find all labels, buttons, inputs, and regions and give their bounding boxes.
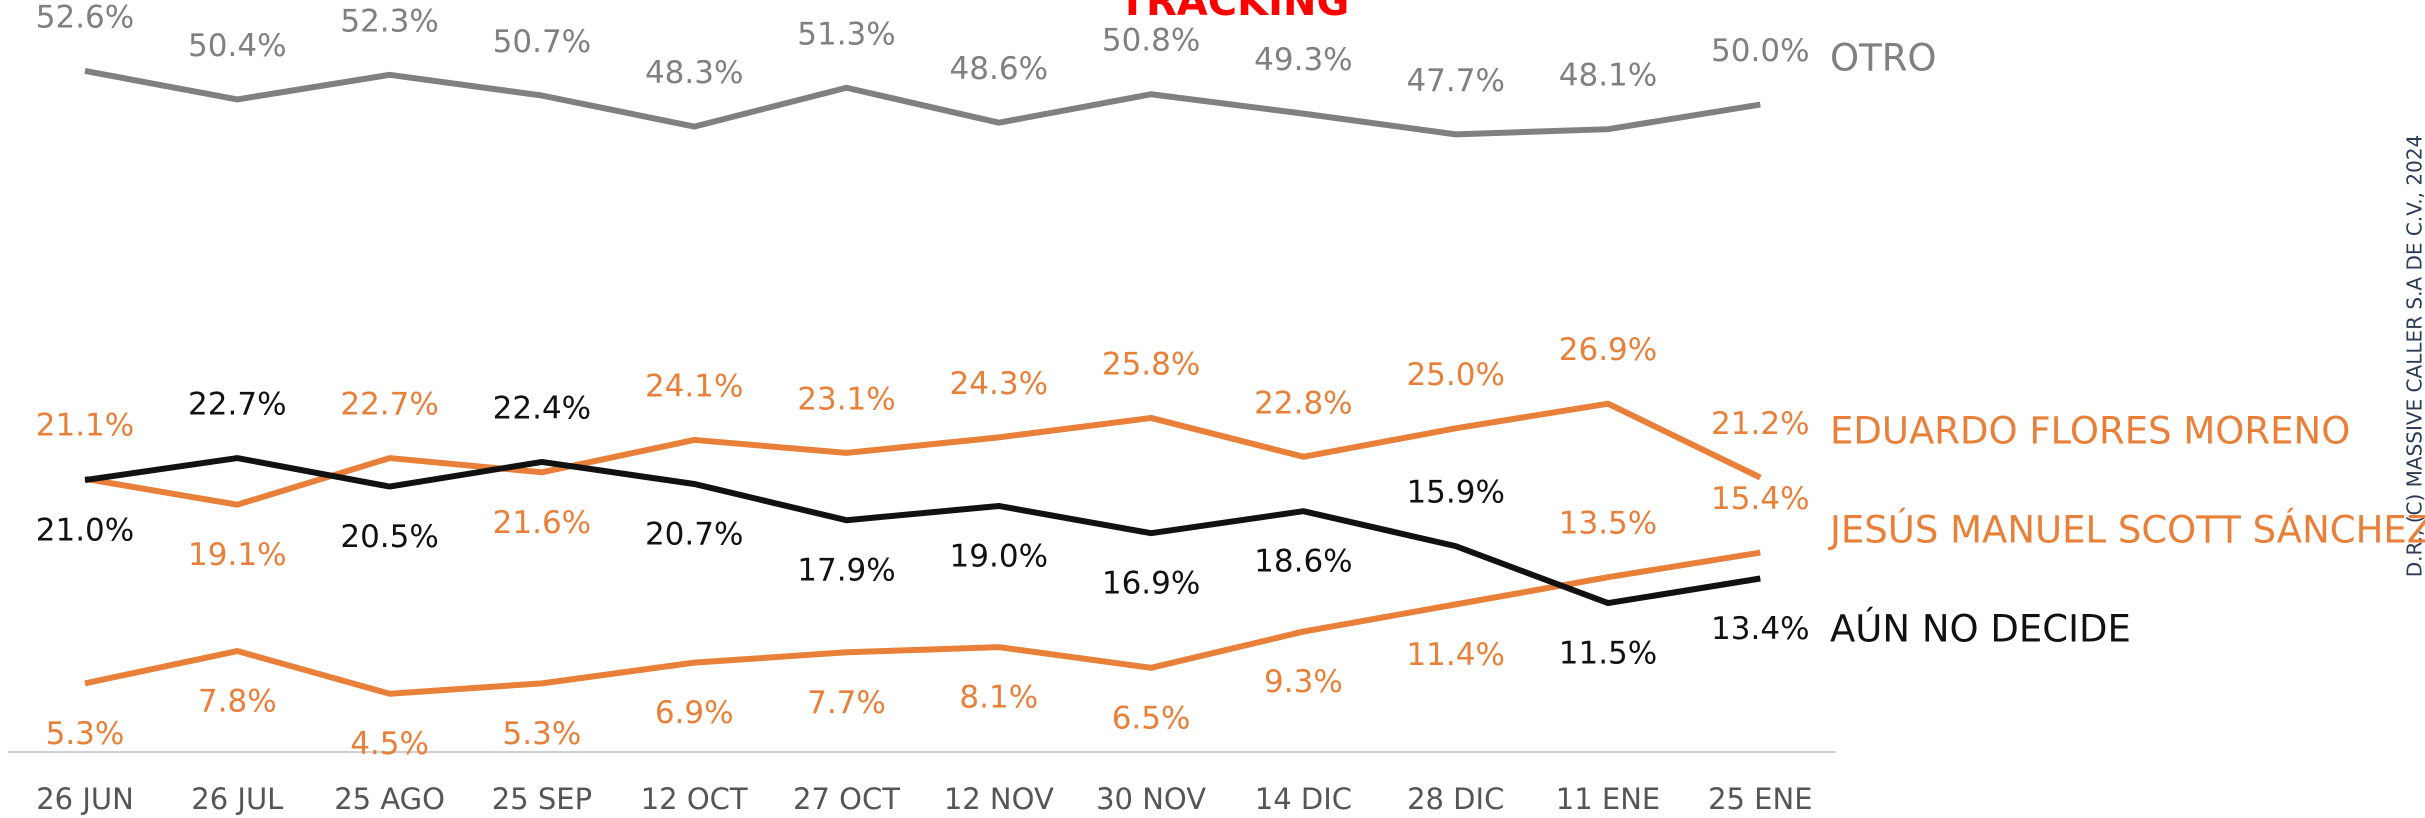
data-label: 21.0%: [36, 513, 134, 549]
data-label: 22.4%: [493, 390, 591, 426]
data-label: 51.3%: [797, 16, 895, 52]
data-label: 48.3%: [645, 55, 743, 91]
x-tick-label: 26 JUL: [191, 782, 283, 816]
data-label: 22.7%: [188, 387, 286, 423]
data-label: 50.8%: [1102, 23, 1200, 59]
x-tick-label: 25 AGO: [334, 782, 445, 816]
data-label: 17.9%: [797, 553, 895, 589]
data-label: 15.4%: [1711, 481, 1809, 517]
data-label: 22.8%: [1254, 385, 1352, 421]
data-label: 8.1%: [959, 680, 1038, 716]
series-line: [84, 455, 1761, 607]
data-label: 21.2%: [1711, 406, 1809, 442]
data-label: 9.3%: [1264, 664, 1343, 700]
series-line: [84, 400, 1762, 508]
data-label: 25.8%: [1102, 346, 1200, 382]
data-label: 23.1%: [797, 381, 895, 417]
data-label: 19.1%: [188, 537, 286, 573]
watermark: D.R., (C) MASSIVE CALLER S.A DE C.V., 20…: [2403, 135, 2425, 578]
data-label: 50.7%: [493, 24, 591, 60]
data-label: 18.6%: [1254, 544, 1352, 580]
data-label: 25.0%: [1406, 357, 1504, 393]
data-label: 48.6%: [950, 51, 1048, 87]
data-label: 47.7%: [1406, 63, 1504, 99]
data-label: 16.9%: [1102, 566, 1200, 602]
data-label: 5.3%: [46, 716, 125, 752]
data-label: 4.5%: [350, 726, 429, 762]
data-label: 26.9%: [1559, 332, 1657, 368]
series-line: [84, 67, 1761, 138]
data-label: 52.6%: [36, 0, 134, 35]
x-tick-label: 28 DIC: [1407, 782, 1504, 816]
x-tick-label: 30 NOV: [1096, 782, 1206, 816]
data-label: 21.6%: [493, 505, 591, 541]
x-tick-label: 25 ENE: [1708, 782, 1812, 816]
data-label: 15.9%: [1406, 475, 1504, 511]
data-label: 7.8%: [198, 684, 277, 720]
data-label: 7.7%: [807, 685, 886, 721]
data-label: 48.1%: [1559, 58, 1657, 94]
data-label: 52.3%: [340, 3, 438, 39]
data-label: 6.9%: [655, 695, 734, 731]
data-label: 22.7%: [340, 387, 438, 423]
data-label: 13.4%: [1711, 611, 1809, 647]
data-label: 11.4%: [1406, 637, 1504, 673]
x-tick-label: 27 OCT: [793, 782, 900, 816]
x-tick-label: 26 JUN: [36, 782, 134, 816]
legend-label: JESÚS MANUEL SCOTT SÁNCHEZ: [1828, 508, 2425, 552]
data-label: 19.0%: [950, 538, 1048, 574]
legend-label: OTRO: [1830, 37, 1937, 80]
x-tick-label: 12 OCT: [641, 782, 748, 816]
data-label: 5.3%: [503, 716, 582, 752]
x-tick-label: 14 DIC: [1255, 782, 1352, 816]
data-label: 24.3%: [950, 366, 1048, 402]
data-label: 20.7%: [645, 516, 743, 552]
data-label: 50.4%: [188, 28, 286, 64]
legend-label: EDUARDO FLORES MORENO: [1830, 410, 2350, 453]
data-label: 24.1%: [645, 368, 743, 404]
x-tick-label: 25 SEP: [492, 782, 592, 816]
legend-label: AÚN NO DECIDE: [1830, 607, 2131, 651]
data-label: 49.3%: [1254, 42, 1352, 78]
data-label: 50.0%: [1711, 33, 1809, 69]
data-label: 11.5%: [1559, 636, 1657, 672]
x-tick-label: 11 ENE: [1556, 782, 1660, 816]
data-label: 6.5%: [1112, 700, 1191, 736]
data-label: 21.1%: [36, 407, 134, 443]
data-label: 20.5%: [340, 519, 438, 555]
series-line: [84, 549, 1761, 697]
chart-title: TRACKING: [1119, 0, 1350, 25]
data-label: 13.5%: [1559, 506, 1657, 542]
x-tick-label: 12 NOV: [944, 782, 1054, 816]
